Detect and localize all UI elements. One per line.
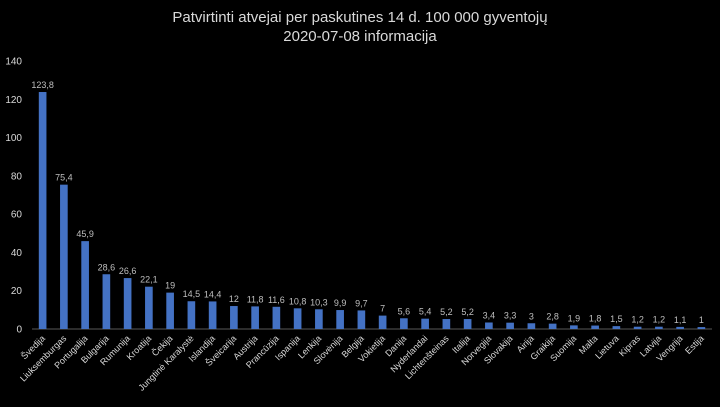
- bar: [357, 310, 366, 329]
- data-label: 5,2: [440, 307, 453, 317]
- data-label: 26,6: [119, 266, 137, 276]
- bar: [591, 325, 599, 329]
- data-label: 1,5: [610, 314, 623, 324]
- bar: [336, 310, 344, 329]
- data-label: 45,9: [76, 229, 94, 239]
- data-label: 1: [699, 315, 704, 325]
- bar: [187, 301, 196, 329]
- data-label: 11,6: [268, 295, 285, 305]
- y-tick-label: 80: [11, 171, 23, 182]
- x-tick-label: Lietuva: [593, 333, 621, 361]
- data-label: 7: [380, 304, 385, 314]
- bar: [166, 292, 174, 329]
- data-label: 5,2: [461, 307, 474, 317]
- bar: [145, 286, 153, 329]
- bar: [697, 327, 706, 329]
- bar: [655, 326, 663, 329]
- bar: [548, 323, 557, 329]
- bar: [633, 326, 642, 329]
- data-label: 11,8: [247, 294, 264, 304]
- chart-subtitle: 2020-07-08 informacija: [283, 28, 437, 45]
- bar: [570, 325, 578, 329]
- data-label: 3,4: [483, 310, 496, 320]
- chart-title: Patvirtinti atvejai per paskutines 14 d.…: [172, 9, 548, 26]
- x-tick-label: Estija: [683, 333, 706, 356]
- bar: [293, 308, 302, 329]
- y-tick-label: 120: [5, 95, 22, 106]
- bar: [81, 241, 89, 329]
- data-label: 28,6: [98, 262, 116, 272]
- data-label: 75,4: [55, 173, 73, 183]
- bar: [315, 309, 323, 329]
- bar: [208, 301, 217, 329]
- bar: [123, 278, 132, 329]
- data-label: 14,4: [204, 289, 222, 299]
- data-label: 12: [229, 294, 239, 304]
- bar: [485, 322, 493, 329]
- data-label: 3: [529, 311, 534, 321]
- x-tick-label: Kipras: [617, 333, 642, 358]
- data-label: 3,3: [504, 311, 517, 321]
- data-label: 5,6: [398, 306, 411, 316]
- data-label: 10,8: [289, 296, 307, 306]
- data-label: 5,4: [419, 307, 432, 317]
- bar: [676, 326, 684, 329]
- bar: [527, 323, 536, 329]
- y-tick-label: 60: [11, 210, 23, 221]
- bar: [400, 318, 408, 329]
- bar: [251, 306, 259, 329]
- bar: [60, 184, 68, 329]
- bar: [506, 322, 514, 329]
- data-label: 1,9: [568, 313, 581, 323]
- y-tick-label: 140: [5, 57, 22, 68]
- y-tick-label: 40: [11, 248, 23, 259]
- data-label: 14,5: [183, 289, 201, 299]
- bar: [421, 318, 429, 329]
- data-label: 22,1: [140, 275, 158, 285]
- bar: [612, 326, 621, 329]
- data-label: 9,7: [355, 298, 368, 308]
- data-label: 1,2: [653, 315, 666, 325]
- y-tick-label: 20: [11, 286, 23, 297]
- bar: [442, 319, 451, 329]
- bar: [102, 274, 111, 329]
- bar: [38, 92, 47, 329]
- data-label: 10,3: [310, 297, 328, 307]
- data-label: 2,8: [546, 312, 559, 322]
- bar: [463, 319, 472, 329]
- data-label: 19: [165, 281, 175, 291]
- bar: [272, 306, 281, 329]
- data-label: 1,8: [589, 314, 602, 324]
- y-tick-label: 0: [16, 325, 22, 336]
- y-tick-label: 100: [5, 133, 22, 144]
- data-label: 123,8: [31, 80, 54, 90]
- data-label: 9,9: [334, 298, 347, 308]
- bar: [230, 306, 238, 329]
- data-label: 1,1: [674, 315, 687, 325]
- bar: [378, 315, 387, 329]
- data-label: 1,2: [631, 315, 644, 325]
